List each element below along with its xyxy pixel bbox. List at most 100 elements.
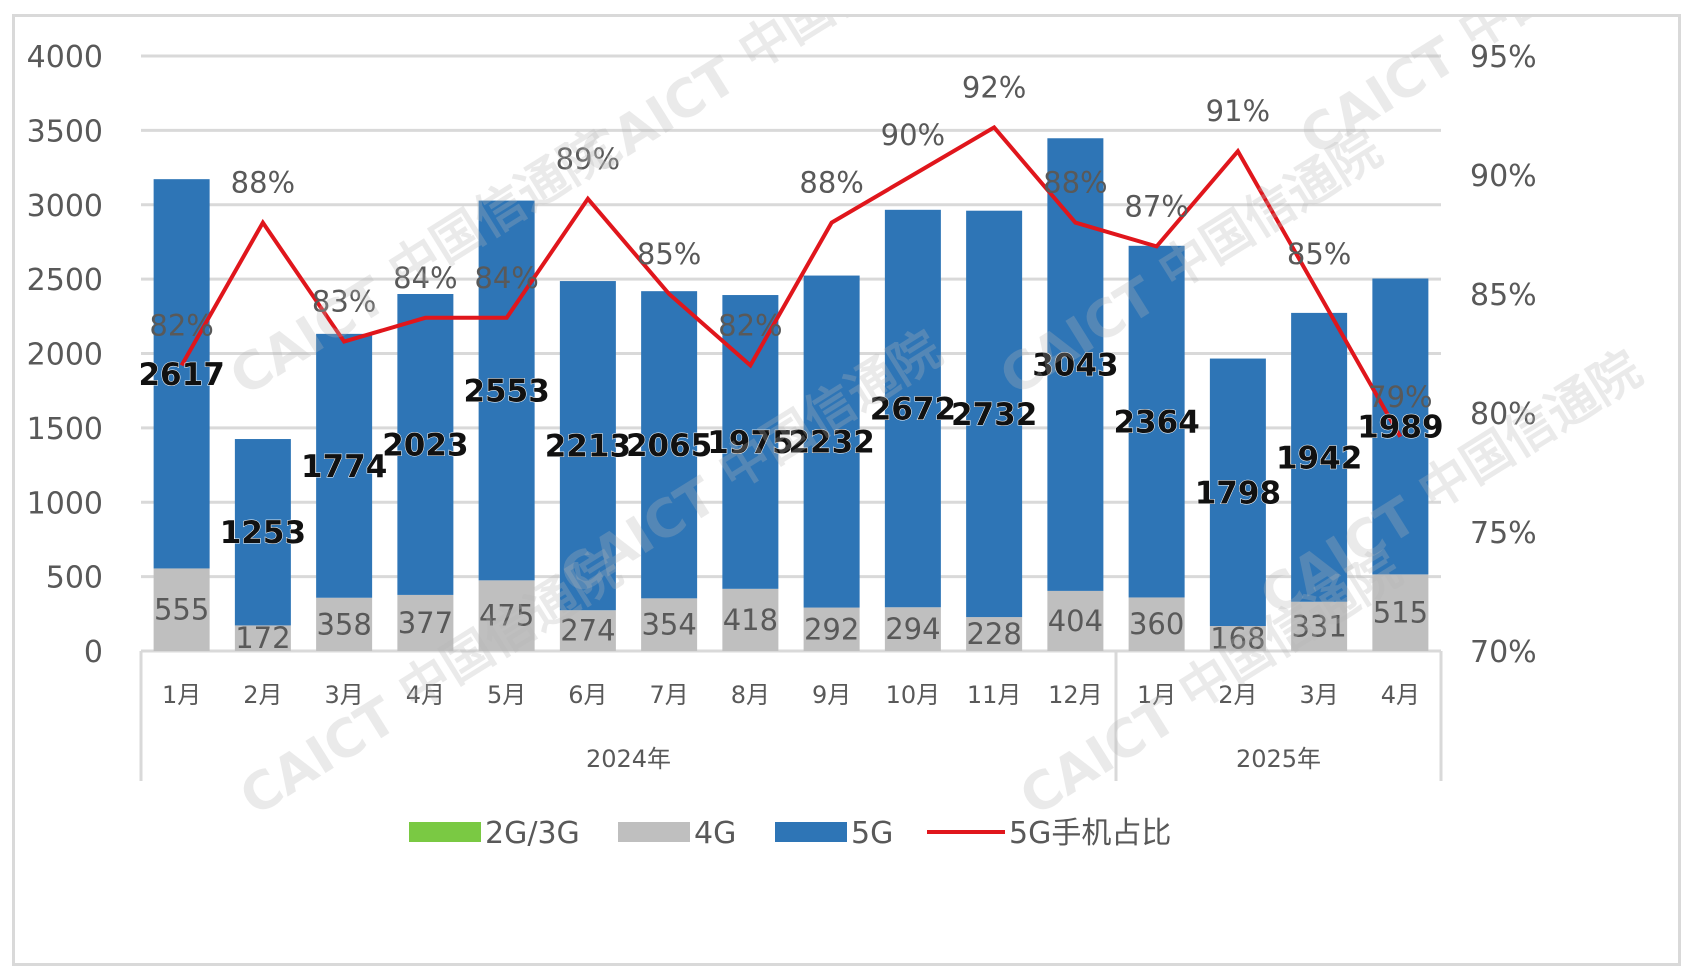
- label-5g: 2364: [1113, 405, 1199, 441]
- label-5g-ratio: 79%: [1368, 380, 1432, 414]
- bar-4g: [1128, 597, 1185, 651]
- label-4g: 358: [316, 607, 371, 641]
- label-4g: 475: [479, 599, 534, 633]
- legend-swatch: [618, 822, 690, 842]
- y-left-tick: 1000: [27, 486, 103, 521]
- label-5g: 1975: [707, 425, 793, 461]
- label-5g-ratio: 92%: [962, 70, 1026, 104]
- bar-4g: [1372, 574, 1429, 651]
- bar-5g: [316, 333, 373, 598]
- x-category-label: 4月: [1381, 681, 1420, 709]
- label-5g: 3043: [1032, 348, 1118, 384]
- label-5g-ratio: 85%: [637, 237, 701, 271]
- x-category-label: 10月: [886, 681, 941, 709]
- y-left-tick: 3000: [27, 189, 103, 224]
- bar-4g: [641, 598, 698, 651]
- label-4g: 274: [560, 614, 615, 648]
- label-4g: 555: [154, 593, 209, 627]
- label-5g-ratio: 82%: [149, 308, 213, 342]
- bar-4g: [153, 568, 210, 651]
- x-category-label: 1月: [1137, 681, 1176, 709]
- label-4g: 354: [641, 608, 696, 642]
- x-category-label: 11月: [967, 681, 1022, 709]
- x-category-label: 12月: [1048, 681, 1103, 709]
- bar-4g: [1291, 601, 1348, 651]
- bar-5g: [397, 294, 454, 595]
- label-4g: 172: [235, 621, 290, 655]
- year-group-label: 2024年: [586, 745, 671, 773]
- label-4g: 404: [1048, 604, 1103, 638]
- axes: 0 500 1000 1500 2000 2500 3000 3500 4000 70% 75% 80…: [27, 40, 1537, 781]
- x-category-label: 2月: [1218, 681, 1257, 709]
- bar-4g: [397, 594, 454, 651]
- bar-5g: [478, 200, 535, 581]
- label-5g: 2553: [463, 373, 549, 409]
- x-category-label: 3月: [1299, 681, 1338, 709]
- bar-5g: [1047, 138, 1104, 591]
- label-5g-ratio: 84%: [474, 261, 538, 295]
- data-labels: 555 2617 82% 172 1253 88% 358 1774 83% 377 2023 84%…: [138, 70, 1444, 656]
- label-5g: 2065: [626, 428, 712, 464]
- ratio-line: [179, 124, 1403, 438]
- bar-5g: [884, 209, 941, 608]
- bar-5g: [803, 275, 860, 608]
- legend-swatch: [409, 822, 481, 842]
- y-left-tick: 1500: [27, 412, 103, 447]
- y-right-tick: 70%: [1470, 635, 1537, 670]
- label-5g-ratio: 90%: [881, 118, 945, 152]
- bar-4g: [478, 580, 535, 651]
- bar-5g: [966, 210, 1023, 618]
- label-5g: 2732: [951, 397, 1037, 433]
- y-left-tick: 2000: [27, 338, 103, 373]
- y-left-tick: 0: [84, 635, 103, 670]
- label-5g: 1942: [1276, 440, 1362, 476]
- bar-4g: [966, 617, 1023, 651]
- watermark-text-caict: CAICT: [570, 46, 748, 188]
- bar-5g: [1372, 278, 1429, 575]
- legend-label: 4G: [694, 816, 736, 851]
- bar-4g: [803, 607, 860, 651]
- year-group-label: 2025年: [1236, 745, 1321, 773]
- watermark-text-cn: 中国信通院: [1449, 17, 1678, 61]
- watermark-text-caict: CAICT: [1290, 26, 1468, 168]
- chart-canvas: 0 500 1000 1500 2000 2500 3000 3500 4000 70% 75% 80…: [27, 0, 1691, 851]
- label-4g: 331: [1291, 609, 1346, 643]
- bar-4g: [234, 625, 291, 651]
- label-4g: 377: [398, 606, 453, 640]
- watermark-text-cn: 中国信通院: [729, 17, 972, 81]
- label-5g: 1798: [1195, 475, 1281, 511]
- bars: [153, 138, 1429, 651]
- x-category-label: 2月: [243, 681, 282, 709]
- bar-4g: [884, 607, 941, 651]
- label-5g: 2213: [545, 429, 631, 465]
- y-left-tick: 4000: [27, 40, 103, 75]
- label-5g: 1989: [1357, 409, 1443, 445]
- label-5g-ratio: 87%: [1124, 189, 1188, 223]
- bar-4g: [316, 597, 373, 651]
- bar-5g: [1291, 312, 1348, 602]
- y-right-tick: 90%: [1470, 159, 1537, 194]
- y-left-tick: 2500: [27, 263, 103, 298]
- chart-frame: 0 500 1000 1500 2000 2500 3000 3500 4000 70% 75% 80…: [12, 0, 1691, 966]
- bar-5g: [1128, 245, 1185, 598]
- bar-4g: [559, 610, 616, 651]
- bar-5g: [641, 291, 698, 599]
- y-right-tick: 80%: [1470, 397, 1537, 432]
- label-5g-ratio: 88%: [231, 166, 295, 200]
- bar-4g: [1047, 590, 1104, 651]
- bar-5g: [1209, 358, 1266, 627]
- legend-label: 5G手机占比: [1009, 816, 1171, 851]
- x-category-label: 9月: [812, 681, 851, 709]
- x-category-label: 5月: [487, 681, 526, 709]
- label-4g: 515: [1373, 596, 1428, 630]
- watermark-text-cn: 中国信通院: [1409, 340, 1652, 522]
- label-4g: 418: [723, 603, 778, 637]
- label-4g: 228: [966, 617, 1021, 651]
- x-category-label: 3月: [324, 681, 363, 709]
- bar-5g: [559, 281, 616, 611]
- y-right-tick: 85%: [1470, 278, 1537, 313]
- label-5g: 2023: [382, 427, 468, 463]
- label-4g: 168: [1210, 622, 1265, 656]
- label-5g-ratio: 88%: [1043, 166, 1107, 200]
- y-left-tick: 3500: [27, 114, 103, 149]
